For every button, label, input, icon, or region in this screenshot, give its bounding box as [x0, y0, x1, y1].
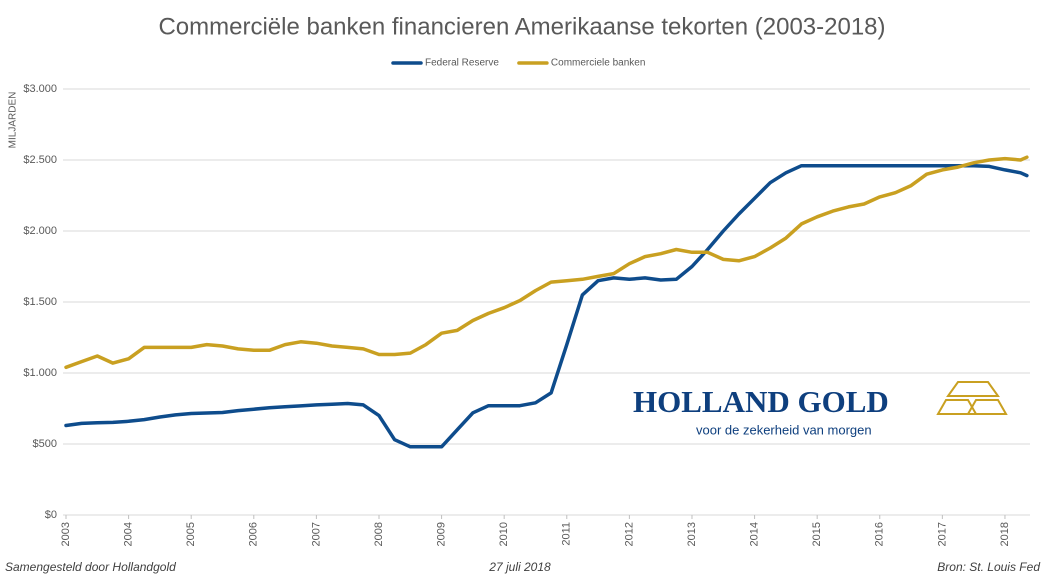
x-tick-label: 2010 [498, 522, 510, 546]
plot-area: $0 $500 $1.000 $1.500 $2.000 $2.500 $3.000 2003… [23, 83, 1030, 546]
x-tick-label: 2008 [373, 522, 385, 546]
x-tick-label: 2014 [748, 522, 760, 546]
y-tick-label: $1.000 [23, 367, 57, 379]
logo-tagline: voor de zekerheid van morgen [696, 422, 872, 437]
y-tick-label: $1.500 [23, 296, 57, 308]
legend-label: Commerciele banken [551, 58, 646, 69]
x-tick-label: 2009 [435, 522, 447, 546]
y-tick-label: $3.000 [23, 83, 57, 95]
line-series [64, 155, 1029, 370]
footer-right: Bron: St. Louis Fed [937, 560, 1040, 574]
line-series [64, 163, 1029, 449]
x-tick-label: 2004 [123, 522, 135, 546]
x-tick-label: 2016 [874, 522, 886, 546]
x-tick-label: 2018 [999, 522, 1011, 546]
x-tick-label: 2015 [811, 522, 823, 546]
x-tick-label: 2017 [936, 522, 948, 546]
x-tick-label: 2012 [623, 522, 635, 546]
chart-title: Commerciële banken financieren Amerikaan… [158, 13, 885, 40]
x-tick-label: 2011 [561, 522, 573, 546]
footer-center: 27 juli 2018 [488, 560, 551, 574]
x-tick-label: 2003 [60, 522, 72, 546]
x-tick-label: 2013 [686, 522, 698, 546]
y-axis-label: MILJARDEN [8, 92, 19, 149]
logo-name: HOLLAND GOLD [633, 384, 889, 419]
logo: HOLLAND GOLD voor de zekerheid van morge… [622, 381, 1017, 443]
x-tick-label: 2006 [248, 522, 260, 546]
x-tick-label: 2007 [310, 522, 322, 546]
y-tick-label: $2.500 [23, 154, 57, 166]
logo-icon [936, 381, 1008, 415]
y-tick-label: $500 [33, 438, 57, 450]
x-tick-label: 2005 [185, 522, 197, 546]
legend-label: Federal Reserve [425, 58, 499, 69]
footer-left: Samengesteld door Hollandgold [5, 560, 176, 574]
y-tick-label: $0 [45, 509, 57, 521]
y-tick-label: $2.000 [23, 225, 57, 237]
